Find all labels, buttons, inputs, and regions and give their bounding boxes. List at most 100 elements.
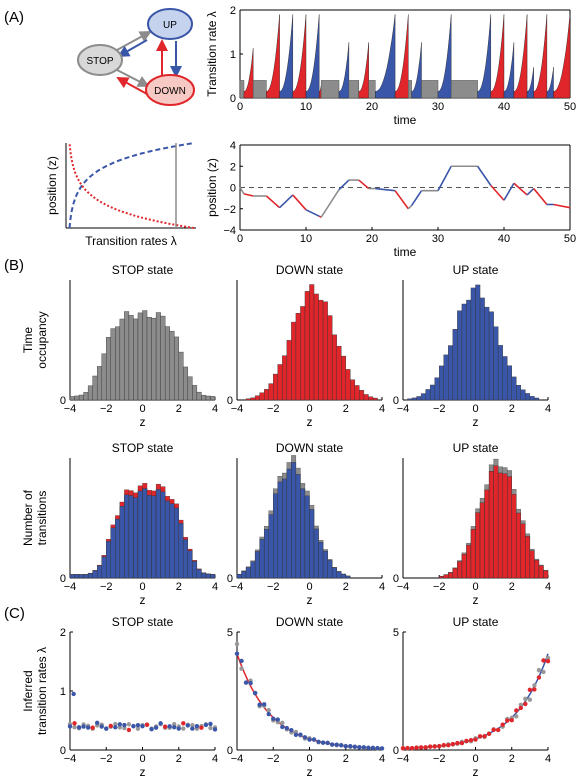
x-tick-label: 4 — [212, 403, 218, 415]
histogram-bar — [124, 311, 130, 401]
rate-point — [261, 702, 267, 707]
y-tick-label: −4 — [223, 225, 236, 237]
trajectory-segment — [243, 193, 254, 197]
histogram-bar — [254, 395, 260, 401]
arrow-up-to-stop — [117, 39, 148, 57]
histogram-bar — [300, 488, 306, 579]
histogram-bar — [106, 337, 111, 401]
down-segment — [553, 14, 571, 99]
rate-point — [370, 745, 376, 751]
histogram-bar — [318, 299, 324, 401]
histogram-bar — [525, 536, 531, 579]
histogram-bar — [497, 472, 503, 579]
histogram-bar — [92, 570, 98, 579]
rate-point — [85, 725, 91, 730]
histogram-bar — [368, 396, 374, 401]
y-axis-label: position (z) — [45, 156, 59, 215]
histogram-bar — [309, 284, 315, 401]
histogram-bar — [133, 318, 139, 401]
rate-point-gray — [135, 726, 141, 731]
stop-segment — [450, 80, 478, 99]
rate-point — [375, 745, 380, 751]
histogram-bar — [507, 365, 512, 401]
histogram-bar — [479, 502, 485, 579]
histogram-bar — [295, 312, 301, 401]
down-segment — [319, 85, 322, 99]
histogram-bar — [241, 571, 247, 579]
rate-point-gray — [72, 724, 77, 730]
histogram-bar — [327, 315, 333, 401]
state-down-label: DOWN — [154, 86, 186, 97]
rate-panel-rates_stop: −4 −2 0 2 4 0 1 2 z STOP state Inferred transition … — [21, 615, 218, 779]
chart-title: UP state — [453, 615, 499, 629]
trajectory-segment — [292, 194, 307, 211]
rate-point — [208, 721, 213, 727]
down-segment — [394, 14, 409, 99]
histogram-bar — [115, 326, 121, 401]
rate-point — [477, 734, 483, 739]
down-rate-curve — [68, 142, 195, 229]
histogram-bar — [350, 379, 356, 401]
histogram-bar — [124, 494, 130, 579]
trajectory-segment — [553, 203, 571, 209]
x-tick-label: 0 — [139, 581, 145, 593]
stop-segment — [421, 80, 439, 99]
histogram-bar — [74, 574, 80, 579]
up-segment — [526, 67, 534, 99]
rate-point-gray — [541, 669, 546, 675]
rate-point-outlier — [71, 691, 76, 697]
histogram-bar — [516, 512, 522, 579]
histogram-bar — [128, 315, 134, 401]
panel-label-a: (A) — [4, 9, 24, 26]
up-segment — [305, 14, 320, 99]
rate-point — [76, 725, 82, 730]
x-tick-label: 30 — [432, 233, 444, 245]
histogram-bar — [484, 489, 490, 579]
up-rate-curve — [68, 142, 195, 229]
up-segment — [279, 14, 293, 99]
x-tick-label: 0 — [237, 233, 243, 245]
chart-title: DOWN state — [276, 441, 344, 455]
trajectory-segment — [476, 165, 492, 186]
x-tick-label: 20 — [366, 101, 378, 113]
histogram-bar — [169, 503, 175, 579]
rate-point-gray — [536, 667, 542, 673]
histogram-bar — [92, 375, 98, 401]
histogram-bar — [416, 396, 422, 401]
rate-point — [316, 739, 321, 745]
histogram-bar — [354, 385, 360, 401]
histogram-bar — [69, 574, 75, 579]
histogram-bar — [520, 389, 526, 401]
rate-point — [280, 724, 285, 730]
x-tick-label: 10 — [300, 101, 312, 113]
histogram-bar — [511, 494, 517, 579]
rate-point — [482, 733, 487, 739]
rate-point — [104, 726, 109, 731]
histogram-bar — [363, 394, 369, 401]
x-axis-label: z — [307, 765, 313, 779]
histogram-bar — [205, 573, 211, 579]
rate-point-gray — [518, 702, 524, 707]
trajectory-segment — [375, 187, 396, 192]
y-tick-label: 0 — [227, 395, 233, 407]
rate-point — [185, 723, 191, 728]
histogram-bar — [160, 315, 166, 401]
rate-point — [162, 724, 168, 729]
rate-point — [491, 727, 496, 732]
histogram-bar — [282, 478, 288, 579]
histogram-bar — [507, 476, 512, 579]
stop-segment — [408, 80, 412, 99]
histogram-bar — [110, 328, 116, 401]
histogram-bar — [497, 345, 503, 401]
x-tick-label: 2 — [509, 581, 515, 593]
rate-point — [325, 740, 330, 746]
rate-point-gray — [113, 721, 118, 727]
rate-point — [176, 726, 181, 731]
x-tick-label: 10 — [300, 233, 312, 245]
x-tick-label: 4 — [545, 403, 551, 415]
histogram-bar — [511, 376, 517, 401]
